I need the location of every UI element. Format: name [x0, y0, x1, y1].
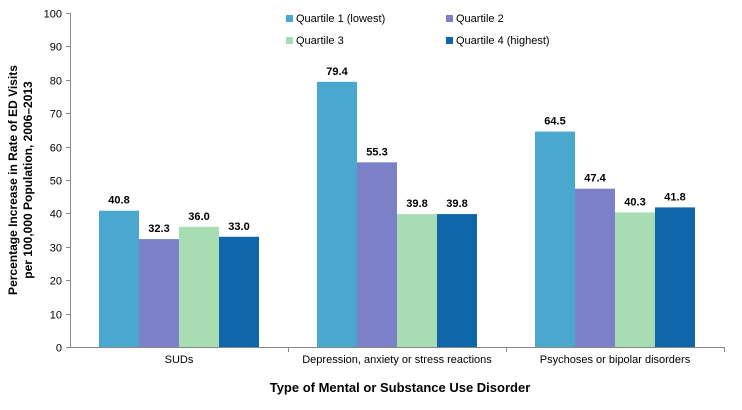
- data-label: 47.4: [584, 173, 606, 185]
- legend-swatch: [446, 37, 453, 44]
- y-axis-title-line-1: Percentage Increase in Rate of ED Visits: [6, 65, 20, 295]
- data-label: 40.3: [624, 196, 645, 208]
- y-axis-title-line-2: per 100,000 Population, 2006–2013: [21, 81, 35, 279]
- data-label: 41.8: [664, 191, 685, 203]
- bar: [655, 207, 695, 347]
- bar: [99, 210, 139, 347]
- bar: [615, 212, 655, 347]
- y-tick-label: 80: [50, 76, 62, 88]
- y-tick-label: 50: [50, 176, 62, 188]
- legend-swatch: [286, 15, 293, 22]
- bar: [357, 162, 397, 347]
- data-label: 39.8: [406, 198, 427, 210]
- legend-swatch: [446, 15, 453, 22]
- bar: [219, 236, 259, 347]
- bar: [179, 226, 219, 347]
- bar: [139, 239, 179, 347]
- legend-label: Quartile 1 (lowest): [296, 13, 385, 25]
- data-label: 40.8: [108, 195, 129, 207]
- y-tick-label: 100: [44, 9, 62, 21]
- y-tick-label: 60: [50, 143, 62, 155]
- x-tick-label: SUDs: [165, 354, 194, 366]
- bar: [535, 131, 575, 347]
- y-tick-label: 10: [50, 310, 62, 322]
- x-tick-label: Psychoses or bipolar disorders: [540, 354, 691, 366]
- data-label: 55.3: [366, 146, 387, 158]
- legend-label: Quartile 2: [456, 13, 504, 25]
- bar: [575, 188, 615, 347]
- legend-swatch: [286, 37, 293, 44]
- x-tick-label: Depression, anxiety or stress reactions: [302, 354, 492, 366]
- bar: [397, 214, 437, 347]
- bar: [437, 214, 477, 347]
- data-label: 32.3: [148, 223, 169, 235]
- y-tick-label: 30: [50, 243, 62, 255]
- bar: [317, 81, 357, 347]
- x-axis-title: Type of Mental or Substance Use Disorder: [270, 380, 531, 395]
- y-tick-label: 70: [50, 109, 62, 121]
- y-tick-label: 40: [50, 209, 62, 221]
- y-tick-label: 20: [50, 276, 62, 288]
- y-tick-label: 0: [56, 343, 62, 355]
- y-tick-label: 90: [50, 42, 62, 54]
- data-label: 79.4: [326, 66, 348, 78]
- legend-label: Quartile 3: [296, 35, 344, 47]
- data-label: 36.0: [188, 211, 209, 223]
- data-label: 39.8: [446, 198, 467, 210]
- data-label: 33.0: [228, 221, 249, 233]
- legend-label: Quartile 4 (highest): [456, 35, 550, 47]
- data-label: 64.5: [544, 116, 565, 128]
